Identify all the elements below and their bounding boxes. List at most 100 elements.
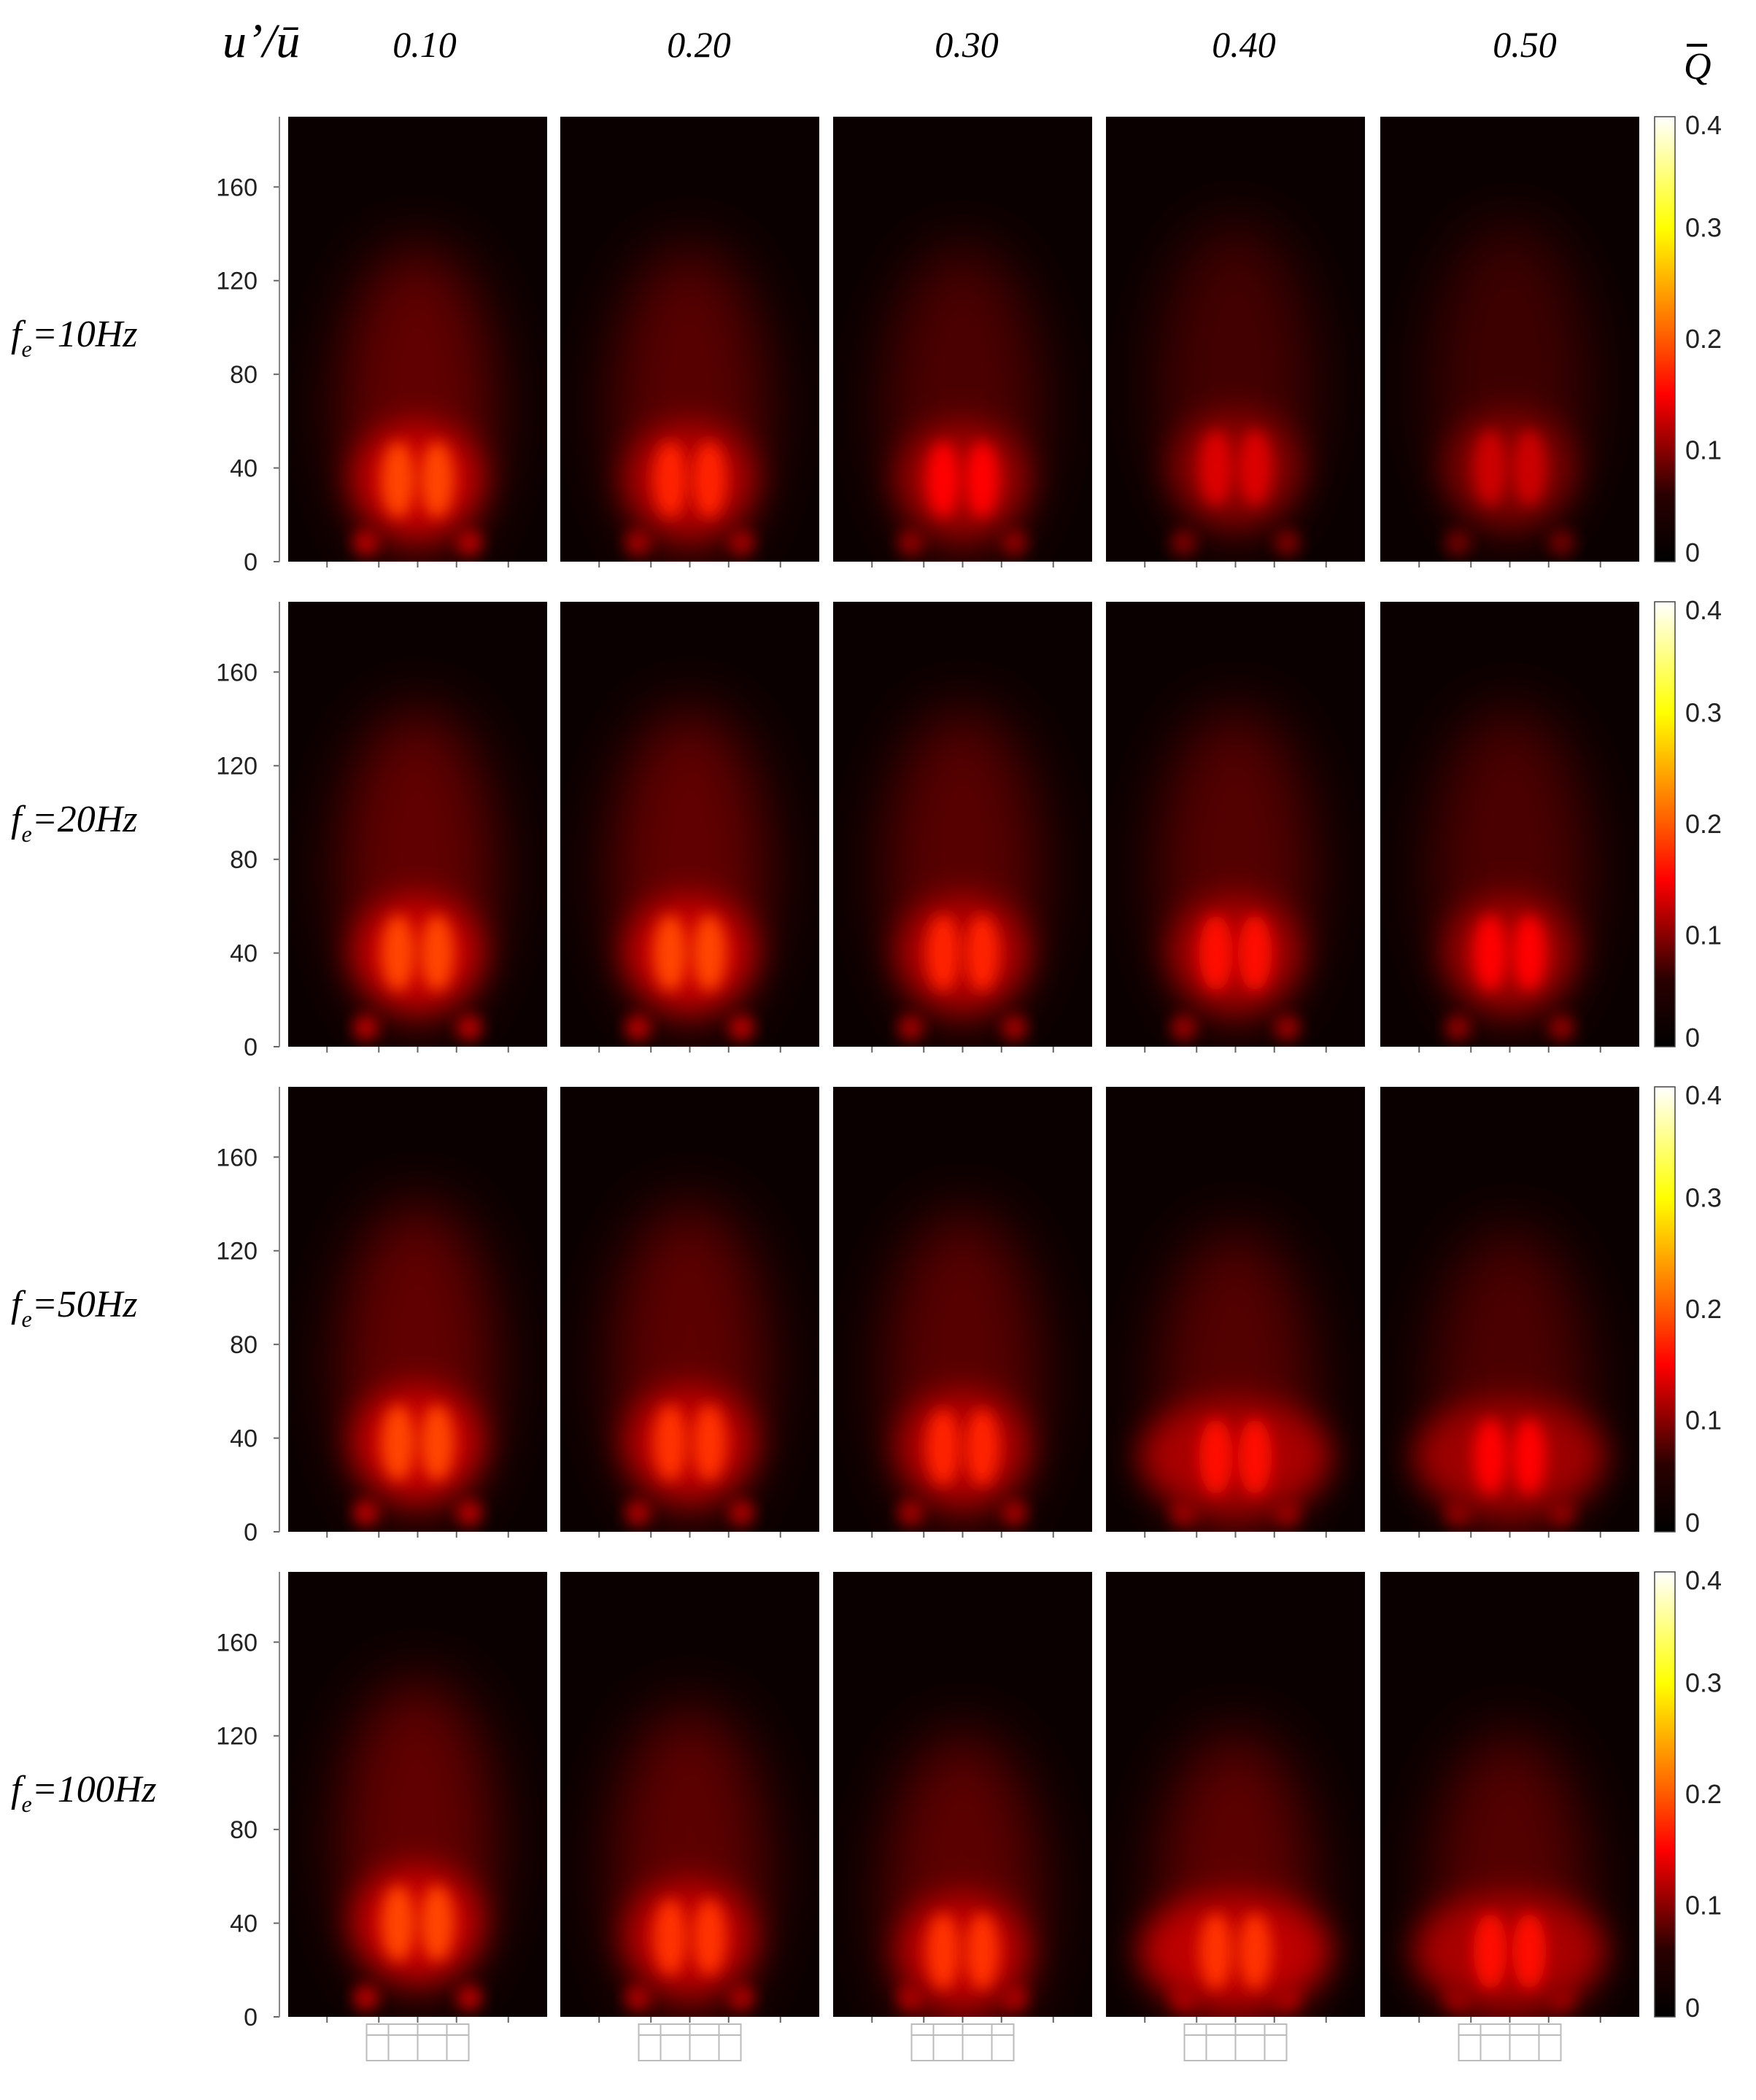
- heatmap-panel: [833, 1087, 1092, 1532]
- heatmap-panel: [833, 117, 1092, 562]
- flame-heat-release: [885, 245, 1040, 562]
- flame-lobe: [381, 1885, 415, 1961]
- column-header-1: 0.10: [392, 24, 457, 65]
- flame-heat-release: [1432, 708, 1587, 1042]
- y-tick-label: 160: [216, 659, 258, 686]
- flame-base-fringe: [1170, 530, 1197, 557]
- column-header-4: 0.40: [1212, 24, 1276, 65]
- flame-lobe: [1199, 430, 1233, 506]
- flame-base-fringe: [1274, 530, 1301, 557]
- burner-schematic: [365, 2023, 470, 2061]
- row-label-subscript: e: [21, 1791, 31, 1817]
- flame-lobe: [420, 915, 455, 991]
- y-tick-label: 0: [244, 1034, 258, 1061]
- y-tick-label: 80: [230, 846, 258, 874]
- y-tick-label: 120: [216, 268, 258, 295]
- colorbar-symbol: Q: [1684, 46, 1711, 88]
- flame-body: [1170, 410, 1301, 526]
- row-label-4: fe=100Hz: [11, 1769, 157, 1817]
- y-tick-label: 160: [216, 174, 258, 201]
- flame-base-fringe: [1274, 1500, 1301, 1527]
- flame-lobe: [1473, 1419, 1507, 1495]
- colorbar-tick-label: 0: [1685, 1508, 1700, 1538]
- colorbar-tick-label: 0.2: [1685, 1779, 1722, 1809]
- colorbar-tick-label: 0.1: [1685, 435, 1722, 465]
- y-tick-label: 80: [230, 361, 258, 389]
- flame-base-fringe: [352, 1015, 379, 1042]
- flame-heat-release: [612, 245, 767, 562]
- flame-base-fringe: [1001, 530, 1028, 557]
- colorbar-gradient: [1654, 1571, 1676, 2018]
- heatmap-panel: [1106, 117, 1365, 562]
- flame-heat-release: [1432, 223, 1587, 557]
- flame-lobe: [926, 915, 960, 991]
- flame-lobe: [653, 1899, 687, 1975]
- flame-base-fringe: [456, 530, 483, 557]
- y-tick-label: 160: [216, 1629, 258, 1657]
- flame-base-fringe: [728, 1985, 755, 2012]
- burner-schematic: [1183, 2023, 1288, 2061]
- flame-lobe: [653, 1405, 687, 1481]
- flame-body: [897, 422, 1028, 538]
- flame-base-fringe: [624, 1985, 651, 2012]
- heatmap-panel: [1380, 1572, 1639, 2017]
- colorbar-tick-label: 0.2: [1685, 324, 1722, 354]
- flame-body: [897, 895, 1028, 1011]
- flame-heat-release: [1414, 1732, 1606, 2017]
- burner-schematic: [910, 2023, 1015, 2061]
- flame-lobe: [1199, 915, 1233, 991]
- flame-base-fringe: [1548, 1985, 1575, 2012]
- flame-lobe: [1512, 430, 1547, 506]
- flame-body: [1414, 1893, 1606, 2010]
- flame-heat-release: [612, 708, 767, 1042]
- flame-base-fringe: [352, 530, 379, 557]
- flame-lobe: [381, 1405, 415, 1481]
- burner-schematic: [1458, 2023, 1562, 2061]
- row-label-1: fe=10Hz: [11, 314, 138, 362]
- flame-heat-release: [885, 1732, 1040, 2017]
- panel-row-1: fe=10Hz 0 40 80 120 160 0 0.1 0.2 0.3 0.4: [11, 110, 1722, 576]
- heatmap-panel: [1380, 117, 1639, 562]
- flame-base-fringe: [897, 1985, 924, 2012]
- flame-body: [352, 422, 483, 538]
- flame-base-fringe: [897, 1500, 924, 1527]
- flame-body: [352, 1384, 483, 1501]
- flame-base-fringe: [456, 1015, 483, 1042]
- y-tick-label: 0: [244, 1519, 258, 1546]
- flame-body: [624, 895, 755, 1011]
- column-header-3: 0.30: [935, 24, 999, 65]
- flame-body: [624, 422, 755, 538]
- flame-lobe: [692, 1899, 727, 1975]
- flame-lobe: [926, 1913, 960, 1989]
- flame-body: [1444, 895, 1575, 1011]
- flame-lobe: [926, 441, 960, 518]
- flame-heat-release: [1158, 708, 1313, 1042]
- flame-lobe: [1512, 1913, 1547, 1989]
- flame-base-fringe: [1170, 1985, 1197, 2012]
- panel-row-2: fe=20Hz 0 40 80 120 160 0 0.1 0.2 0.3 0.4: [11, 595, 1722, 1061]
- heatmap-panel: [1380, 1087, 1639, 1532]
- flame-heat-release: [885, 1211, 1040, 1532]
- flame-heat-release: [612, 1705, 767, 2017]
- flame-lobe: [420, 441, 455, 518]
- colorbar-tick-label: 0: [1685, 1023, 1700, 1053]
- flame-body: [352, 1865, 483, 1981]
- flame-lobe: [926, 1409, 960, 1486]
- flame-base-fringe: [352, 1985, 379, 2012]
- flame-body: [1140, 1893, 1331, 2010]
- colorbar: 0 0.1 0.2 0.3 0.4: [1654, 595, 1722, 1053]
- flame-lobe: [653, 915, 687, 991]
- flame-heat-release: [1158, 223, 1313, 557]
- y-tick-label: 40: [230, 940, 258, 968]
- y-tick-label: 160: [216, 1144, 258, 1171]
- flame-base-fringe: [1001, 1985, 1028, 2012]
- heatmap-panel: [560, 1572, 819, 2017]
- flame-base-fringe: [1274, 1015, 1301, 1042]
- flame-lobe: [1473, 430, 1507, 506]
- heatmap-panel: [1106, 1572, 1365, 2017]
- flame-heat-release: [340, 1202, 495, 1527]
- flame-base-fringe: [352, 1500, 379, 1527]
- flame-lobe: [1512, 915, 1547, 991]
- flame-heat-release: [340, 708, 495, 1042]
